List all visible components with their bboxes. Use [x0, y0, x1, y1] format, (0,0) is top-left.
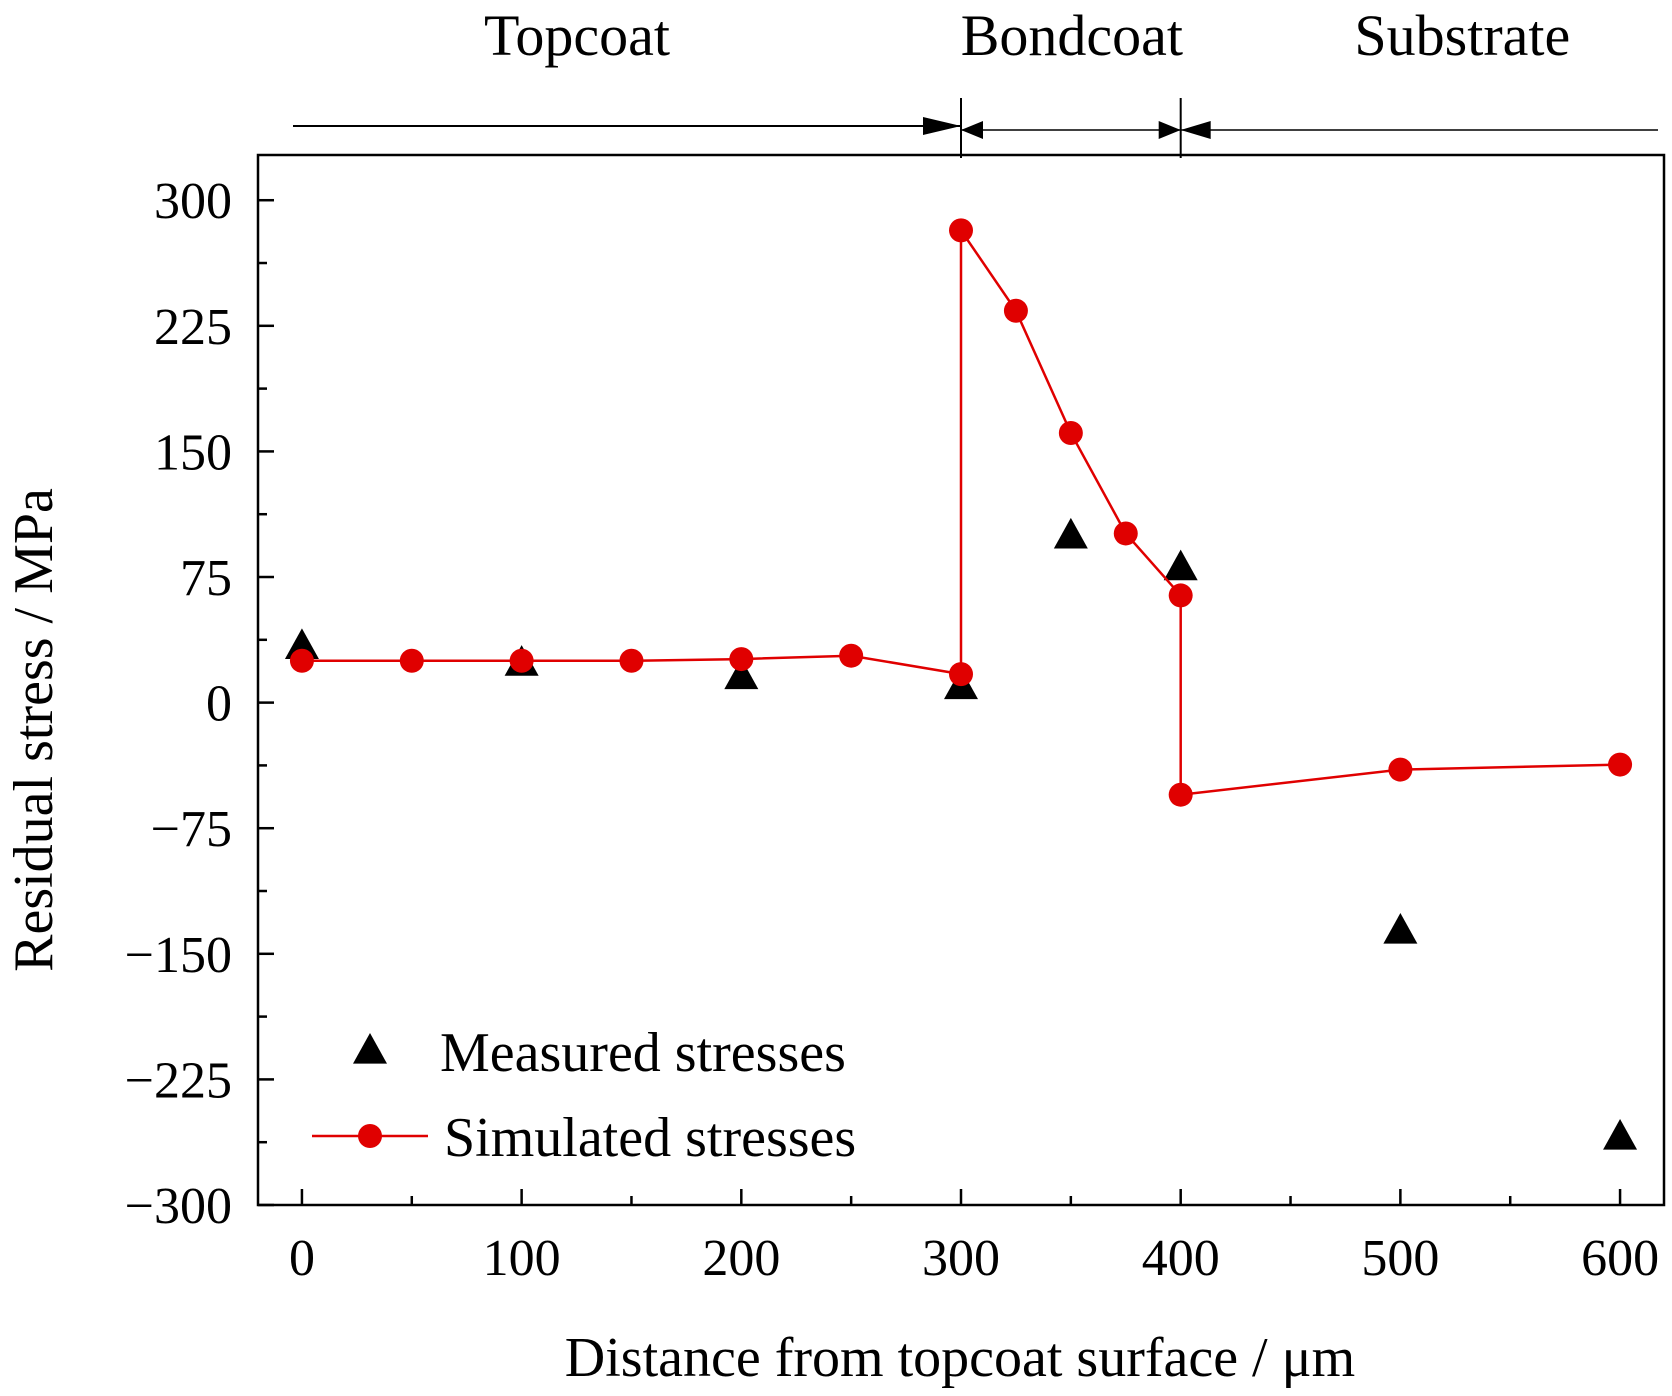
simulated-point: [289, 648, 314, 673]
region-label-bondcoat: Bondcoat: [961, 3, 1183, 68]
measured-point: [1603, 1119, 1638, 1150]
x-tick-label: 600: [1581, 1230, 1659, 1287]
x-tick-label: 100: [483, 1230, 561, 1287]
legend-measured-label: Measured stresses: [440, 1022, 846, 1084]
measured-point: [1053, 517, 1088, 549]
axis-tick-labels: 0 100 200 300 400 500 600 −300 −225 −150 −75 0 75 150…: [125, 173, 1659, 1287]
x-tick-label: 500: [1361, 1230, 1439, 1287]
y-tick-label: 225: [154, 299, 232, 356]
legend: Measured stresses Simulated stresses: [312, 1022, 856, 1169]
region-label-topcoat: Topcoat: [484, 3, 670, 68]
measured-point: [1163, 549, 1198, 581]
simulated-point: [1003, 298, 1028, 323]
simulated-point: [949, 218, 973, 243]
simulated-point: [1388, 757, 1413, 782]
y-tick-label: −150: [125, 927, 232, 984]
x-tick-label: 400: [1142, 1230, 1220, 1287]
legend-simulated-label: Simulated stresses: [444, 1107, 856, 1169]
y-tick-label: 75: [180, 550, 232, 607]
y-tick-label: −225: [125, 1052, 232, 1109]
simulated-point: [1168, 583, 1193, 608]
x-tick-label: 0: [289, 1230, 315, 1287]
y-tick-label: 300: [154, 173, 232, 230]
measured-point: [284, 628, 319, 659]
bondcoat-right-arrowhead: [1158, 121, 1181, 139]
axis-ticks: [258, 198, 1622, 1207]
simulated-point: [619, 648, 644, 673]
simulated-point: [949, 662, 973, 687]
substrate-arrowhead: [1180, 121, 1211, 139]
y-tick-label: −75: [151, 801, 232, 858]
simulated-point: [399, 648, 424, 673]
region-label-substrate: Substrate: [1354, 3, 1570, 68]
y-axis-title: Residual stress / MPa: [3, 488, 65, 972]
y-tick-label: 150: [154, 424, 232, 481]
measured-point: [724, 658, 759, 690]
y-tick-label: 0: [206, 676, 232, 733]
simulated-point: [839, 643, 864, 668]
y-tick-label: −300: [125, 1178, 232, 1235]
topcoat-arrowhead: [923, 117, 961, 135]
simulated-point: [1058, 420, 1083, 445]
x-tick-label: 200: [702, 1230, 780, 1287]
simulated-point: [1168, 782, 1193, 807]
series-simulated: [289, 218, 1633, 807]
simulated-point: [509, 648, 534, 673]
measured-point: [1383, 913, 1418, 944]
x-axis-title: Distance from topcoat surface / μm: [565, 1327, 1355, 1389]
series-layer: [284, 218, 1638, 1150]
x-tick-label: 300: [922, 1230, 1000, 1287]
simulated-line: [301, 226, 1621, 797]
legend-simulated-marker: [358, 1124, 382, 1148]
simulated-point: [1608, 752, 1633, 777]
region-indicator: Topcoat Bondcoat Substrate: [293, 3, 1658, 158]
legend-measured-marker: [353, 1033, 387, 1064]
simulated-point: [729, 647, 754, 672]
bondcoat-left-arrowhead: [961, 121, 983, 139]
simulated-point: [1113, 521, 1138, 546]
